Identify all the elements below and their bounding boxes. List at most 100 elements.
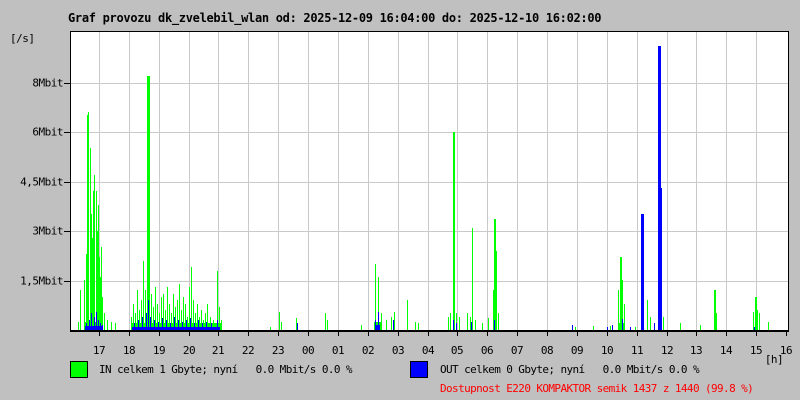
out-traffic-spike bbox=[91, 313, 92, 330]
in-traffic-spike bbox=[716, 313, 717, 330]
hour-gridline bbox=[637, 32, 638, 330]
in-traffic-spike bbox=[269, 327, 271, 330]
in-traffic-spike bbox=[83, 280, 85, 330]
in-traffic-spike bbox=[295, 318, 297, 330]
hour-gridline bbox=[696, 32, 697, 330]
hour-gridline bbox=[248, 32, 249, 330]
x-axis-tick bbox=[487, 332, 488, 336]
legend-in-label: IN celkem 1 Gbyte; nyní 0.0 Mbit/s 0.0 % bbox=[99, 363, 353, 376]
in-traffic-spike bbox=[169, 304, 170, 330]
y-axis-label: 8Mbit bbox=[32, 76, 63, 90]
in-traffic-spike bbox=[488, 318, 490, 330]
in-traffic-spike bbox=[158, 313, 160, 330]
hour-gridline bbox=[338, 32, 339, 330]
in-traffic-band bbox=[130, 323, 222, 330]
in-traffic-spike bbox=[114, 323, 116, 330]
out-traffic-spike bbox=[197, 320, 199, 330]
in-traffic-spike bbox=[103, 313, 105, 330]
in-traffic-spike bbox=[192, 300, 194, 330]
x-axis-label: 07 bbox=[510, 344, 524, 357]
out-traffic-spike bbox=[94, 317, 95, 330]
hour-gridline bbox=[398, 32, 399, 330]
in-traffic-spike bbox=[100, 247, 102, 330]
in-traffic-spike bbox=[280, 322, 282, 330]
in-traffic-spike bbox=[622, 280, 624, 330]
hour-gridline bbox=[577, 32, 578, 330]
out-traffic-spike bbox=[452, 320, 454, 330]
in-traffic-spike bbox=[458, 317, 460, 330]
in-traffic-spike bbox=[164, 310, 166, 330]
in-traffic-spike bbox=[618, 290, 620, 330]
in-traffic-spike bbox=[144, 290, 146, 330]
out-traffic-spike bbox=[471, 322, 473, 330]
out-traffic-spike bbox=[185, 320, 187, 330]
hour-gridline bbox=[218, 32, 219, 330]
in-traffic-spike bbox=[714, 290, 717, 330]
in-traffic-spike bbox=[218, 307, 220, 330]
x-axis-tick bbox=[457, 332, 458, 336]
in-traffic-spike bbox=[754, 297, 757, 330]
x-axis-tick bbox=[189, 332, 190, 336]
x-axis-label: 20 bbox=[182, 344, 196, 357]
in-traffic-spike bbox=[206, 304, 208, 330]
x-axis-tick bbox=[308, 332, 309, 336]
in-traffic-spike bbox=[102, 297, 104, 330]
x-axis-tick bbox=[99, 332, 100, 336]
y-axis-unit-label: [/s] bbox=[10, 32, 35, 45]
out-traffic-spike bbox=[378, 312, 380, 330]
x-axis-label: 17 bbox=[92, 344, 106, 357]
in-traffic-spike bbox=[80, 290, 81, 330]
in-traffic-spike bbox=[700, 325, 702, 330]
out-traffic-spike bbox=[146, 313, 147, 330]
out-traffic-spike bbox=[630, 327, 632, 330]
y-axis-tick bbox=[64, 83, 70, 84]
in-traffic-spike bbox=[417, 323, 419, 330]
out-traffic-spike bbox=[173, 317, 175, 330]
hour-gridline bbox=[129, 32, 130, 330]
in-traffic-spike bbox=[140, 300, 142, 330]
in-traffic-spike bbox=[137, 290, 138, 330]
in-traffic-spike bbox=[77, 322, 79, 330]
in-traffic-spike bbox=[149, 280, 150, 330]
out-traffic-spike bbox=[181, 322, 183, 330]
legend-in-swatch bbox=[70, 361, 88, 378]
x-axis-tick bbox=[786, 332, 787, 336]
in-traffic-spike bbox=[190, 267, 192, 330]
out-traffic-spike bbox=[141, 317, 143, 330]
value-gridline bbox=[71, 231, 788, 232]
in-traffic-spike bbox=[138, 310, 140, 330]
hour-gridline bbox=[547, 32, 548, 330]
x-axis-label: 15 bbox=[749, 344, 763, 357]
out-traffic-spike bbox=[392, 320, 394, 330]
x-axis-tick bbox=[398, 332, 399, 336]
in-traffic-spike bbox=[194, 313, 196, 330]
in-traffic-spike bbox=[324, 313, 326, 330]
x-axis-label: 06 bbox=[480, 344, 494, 357]
in-traffic-spike bbox=[143, 261, 144, 330]
x-axis-tick bbox=[428, 332, 429, 336]
in-traffic-spike bbox=[220, 320, 222, 330]
in-traffic-spike bbox=[182, 297, 184, 330]
out-traffic-spike bbox=[456, 323, 458, 330]
x-axis-tick bbox=[368, 332, 369, 336]
in-traffic-spike bbox=[470, 317, 472, 330]
in-traffic-spike bbox=[467, 313, 469, 330]
in-traffic-spike bbox=[452, 132, 455, 330]
in-traffic-spike bbox=[380, 313, 382, 330]
x-axis-label: 14 bbox=[719, 344, 733, 357]
out-traffic-spike bbox=[149, 317, 151, 330]
in-traffic-spike bbox=[753, 312, 754, 330]
x-axis-label: 00 bbox=[301, 344, 315, 357]
y-axis-label: 6Mbit bbox=[32, 125, 63, 139]
x-axis-label: 19 bbox=[152, 344, 166, 357]
in-traffic-spike bbox=[414, 322, 416, 330]
x-axis-label: 18 bbox=[122, 344, 136, 357]
in-traffic-spike bbox=[150, 294, 152, 330]
in-traffic-spike bbox=[650, 317, 652, 330]
out-traffic-spike bbox=[216, 320, 218, 330]
in-traffic-spike bbox=[768, 322, 769, 330]
in-traffic-spike bbox=[390, 317, 392, 330]
out-traffic-spike bbox=[494, 320, 496, 330]
out-traffic-spike bbox=[157, 322, 159, 330]
graph-title: Graf provozu dk_zvelebil_wlan od: 2025-1… bbox=[68, 11, 602, 25]
